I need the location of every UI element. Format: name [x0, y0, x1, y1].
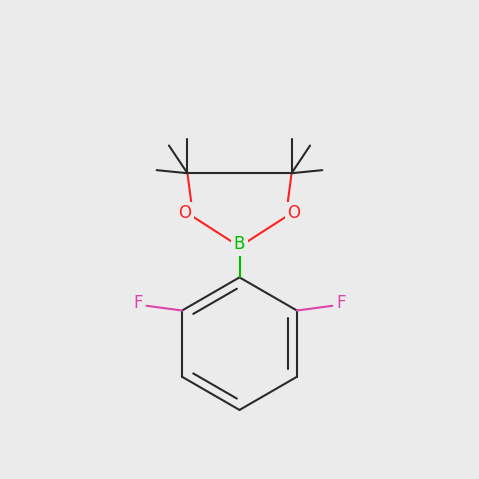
Text: F: F	[337, 295, 346, 312]
Text: O: O	[179, 205, 192, 222]
Text: F: F	[133, 295, 142, 312]
Text: B: B	[234, 235, 245, 253]
Text: O: O	[287, 205, 300, 222]
